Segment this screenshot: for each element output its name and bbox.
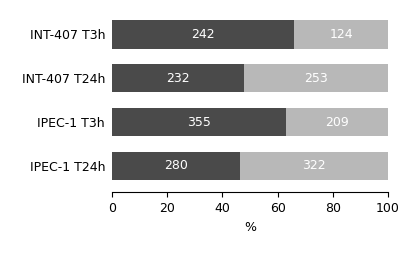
Bar [112, 64, 244, 92]
Bar [112, 152, 240, 180]
Bar [240, 152, 388, 180]
Text: 355: 355 [187, 116, 211, 128]
Text: 322: 322 [302, 159, 326, 172]
Bar [112, 108, 286, 136]
Text: 253: 253 [304, 72, 328, 85]
X-axis label: %: % [244, 221, 256, 234]
Bar [112, 20, 294, 49]
Text: 280: 280 [164, 159, 188, 172]
Text: 242: 242 [192, 28, 215, 41]
Bar [294, 20, 388, 49]
Text: 232: 232 [166, 72, 190, 85]
Text: 209: 209 [325, 116, 349, 128]
Text: 124: 124 [330, 28, 353, 41]
Bar [244, 64, 388, 92]
Bar [286, 108, 388, 136]
